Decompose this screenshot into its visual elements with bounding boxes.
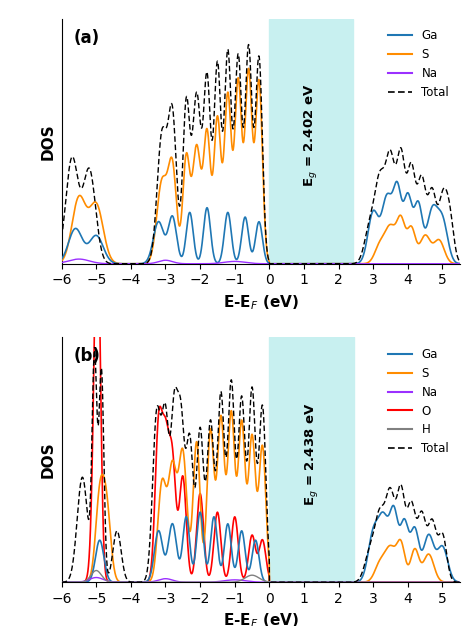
Bar bbox=[269, 337, 354, 582]
Legend: Ga, S, Na, O, H, Total: Ga, S, Na, O, H, Total bbox=[383, 343, 454, 460]
Text: (b): (b) bbox=[73, 347, 100, 365]
Text: (a): (a) bbox=[73, 29, 100, 46]
Text: E$_g$ = 2.402 eV: E$_g$ = 2.402 eV bbox=[302, 84, 319, 187]
Y-axis label: DOS: DOS bbox=[41, 123, 56, 160]
Y-axis label: DOS: DOS bbox=[41, 441, 56, 478]
X-axis label: E-E$_F$ (eV): E-E$_F$ (eV) bbox=[223, 612, 299, 626]
Text: E$_g$ = 2.438 eV: E$_g$ = 2.438 eV bbox=[303, 402, 320, 506]
Bar bbox=[269, 19, 353, 264]
X-axis label: E-E$_F$ (eV): E-E$_F$ (eV) bbox=[223, 293, 299, 312]
Legend: Ga, S, Na, Total: Ga, S, Na, Total bbox=[383, 24, 454, 104]
